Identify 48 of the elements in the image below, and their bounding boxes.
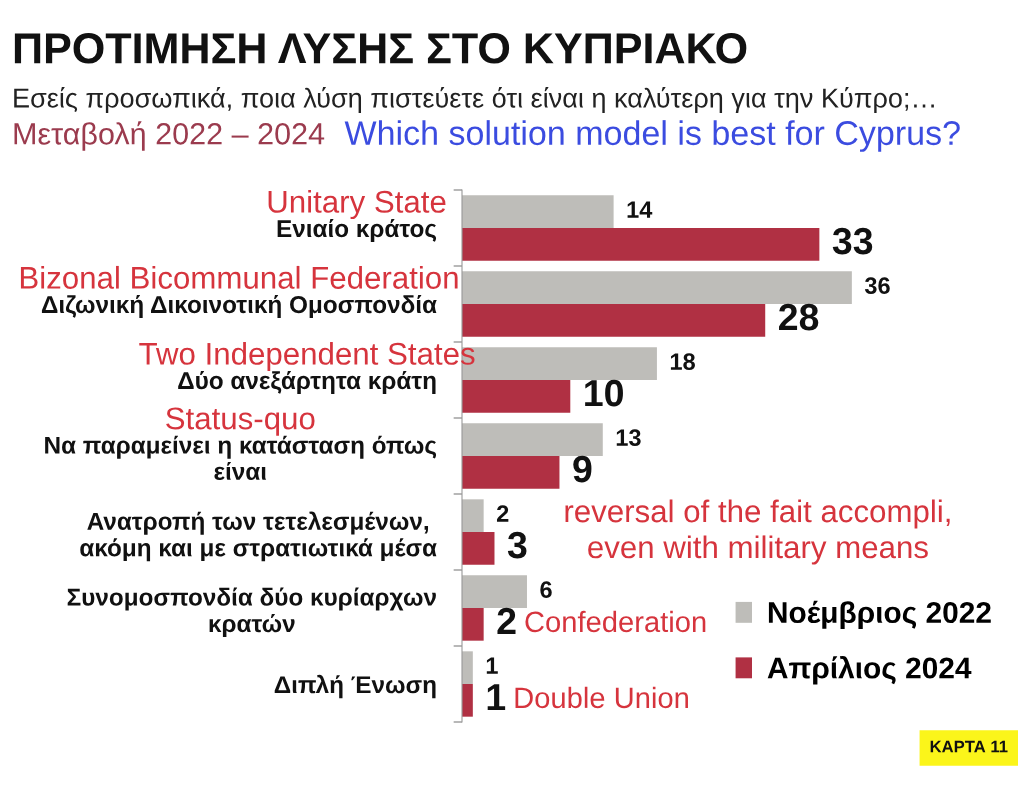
bar (462, 684, 473, 717)
bar (462, 380, 571, 413)
data-label: 14 (627, 201, 653, 218)
legend-label: Νοέμβριος 2022 (768, 600, 991, 629)
data-label: 9 (573, 455, 592, 483)
y-tick-label: Δύο ανεξάρτητα κράτη (178, 371, 436, 394)
chart-subtitle: Εσείς προσωπικά, ποια λύση πιστεύετε ότι είναι η καλύτερη για την Κύπρο;… (14, 86, 934, 114)
data-label: 2 (496, 505, 509, 522)
data-label: 36 (864, 277, 890, 295)
bar (462, 575, 527, 608)
data-label: 6 (540, 581, 552, 598)
annotation: reversal of the fait accompli, even with military means (565, 499, 950, 565)
bar (462, 195, 614, 228)
y-tick-label: Ανατροπή των τετελεσμένων, ακόμη και με στρατιωτικά μέσα (80, 511, 437, 562)
data-label: 33 (832, 227, 873, 255)
y-tick-label: Ενιαίο κράτος (277, 219, 437, 242)
data-label: 18 (670, 353, 695, 370)
bar (462, 423, 603, 456)
data-label: 28 (779, 303, 819, 331)
text: Which solution model is best for Cyprus? (344, 120, 960, 152)
data-label: 3 (507, 531, 527, 559)
text: Status-quo (166, 407, 315, 436)
bar (462, 608, 484, 641)
text: ΚΑΡΤΑ 11 (930, 740, 1008, 753)
bar (462, 532, 495, 565)
bar (462, 271, 852, 304)
annotation: Double Union (515, 686, 688, 709)
y-tick-label: Συνομοσπονδία δύο κυρίαρχων κρατών (67, 587, 436, 638)
bar (462, 456, 560, 489)
bar (462, 499, 484, 532)
legend-label: Απρίλιος 2024 (767, 655, 972, 685)
data-label: 1 (486, 657, 498, 674)
y-tick-label: Να παραμείνει η κατάσταση όπως είναι (45, 435, 437, 481)
data-label: 2 (497, 607, 516, 635)
bar (462, 304, 766, 337)
data-label: 10 (585, 379, 623, 407)
data-label: 13 (616, 429, 641, 447)
bar (462, 651, 473, 684)
data-label: 1 (487, 684, 506, 711)
y-tick-label: Διζωνική Δικοινοτική Ομοσπονδία (41, 295, 437, 318)
chart-title: ΠΡΟΤΙΜΗΣΗ ΛΥΣΗΣ ΣΤΟ ΚΥΠΡΙΑΚΟ (14, 33, 747, 64)
y-tick-label: Διπλή Ένωση (274, 674, 436, 699)
annotation: Confederation (525, 610, 706, 633)
text: Bizonal Bicommunal Federation (20, 265, 458, 289)
annotation: Two Independent States (139, 341, 475, 372)
bar (462, 228, 820, 261)
text: Μεταβολή 2022 – 2024 (14, 121, 325, 151)
text: Unitary State (268, 189, 446, 220)
